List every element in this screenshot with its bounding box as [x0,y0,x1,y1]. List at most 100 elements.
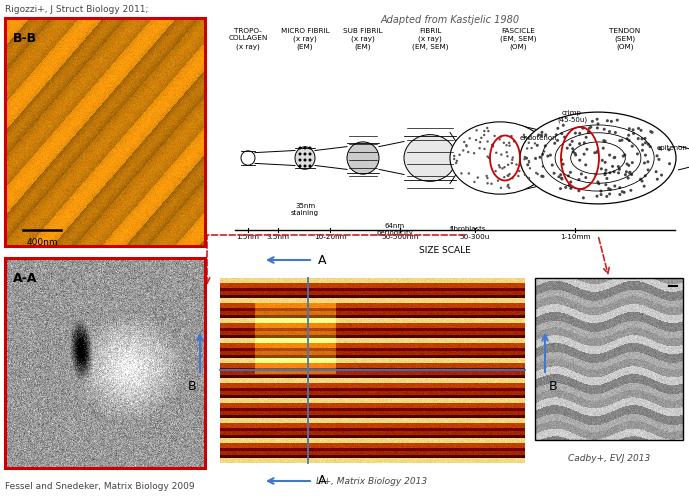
Circle shape [604,168,608,171]
Circle shape [608,130,611,133]
Text: TROPO-
COLLAGEN
(x ray): TROPO- COLLAGEN (x ray) [228,28,268,50]
Circle shape [546,155,549,158]
Circle shape [507,174,510,177]
Circle shape [597,182,600,185]
Circle shape [655,170,657,173]
Text: MICRO FIBRIL
(x ray)
(EM): MICRO FIBRIL (x ray) (EM) [280,28,329,50]
Circle shape [629,189,633,192]
Circle shape [646,160,649,164]
Circle shape [544,145,547,148]
Circle shape [572,151,575,154]
Circle shape [497,164,500,166]
Circle shape [455,162,457,164]
Text: crimp
(45-50u): crimp (45-50u) [557,109,587,123]
Text: 10-20nm: 10-20nm [313,234,347,240]
Circle shape [563,136,566,139]
Circle shape [500,154,502,156]
Circle shape [637,127,640,130]
Circle shape [511,135,513,137]
Circle shape [528,160,530,162]
Circle shape [555,133,558,136]
Circle shape [309,147,311,150]
Circle shape [511,159,513,161]
Circle shape [613,156,616,159]
Circle shape [518,170,520,172]
Text: 3.5nm: 3.5nm [267,234,289,240]
Circle shape [591,120,594,123]
Text: A: A [318,253,327,266]
Circle shape [621,190,624,193]
Circle shape [621,155,625,158]
Circle shape [599,189,602,192]
Text: Li+, Matrix Biology 2013: Li+, Matrix Biology 2013 [316,477,428,486]
Ellipse shape [404,135,456,181]
Circle shape [630,173,633,176]
Circle shape [463,141,466,143]
Circle shape [541,153,544,156]
Circle shape [453,155,455,157]
Circle shape [656,178,659,181]
Text: B: B [548,380,557,393]
Circle shape [632,128,635,131]
Bar [5,258,205,468]
Circle shape [584,164,587,166]
Circle shape [630,145,634,148]
Circle shape [601,159,604,162]
Circle shape [542,175,544,178]
Circle shape [505,144,508,147]
Circle shape [542,166,544,167]
Circle shape [491,182,493,185]
Circle shape [484,148,486,150]
Circle shape [502,167,504,169]
Circle shape [549,154,552,157]
Circle shape [595,118,599,121]
Circle shape [626,137,628,140]
Circle shape [517,175,520,177]
Circle shape [511,157,514,159]
Circle shape [508,145,511,147]
Circle shape [506,151,508,154]
Text: SUB FIBRIL
(x ray)
(EM): SUB FIBRIL (x ray) (EM) [343,28,383,50]
Circle shape [508,173,511,175]
Text: endotenon: endotenon [520,135,557,141]
Text: TENDON
(SEM)
(OM): TENDON (SEM) (OM) [609,28,641,50]
Circle shape [643,185,646,188]
Circle shape [526,147,528,150]
Circle shape [528,161,531,164]
Circle shape [495,170,497,172]
Circle shape [303,165,307,167]
Circle shape [557,175,560,178]
Circle shape [562,124,565,127]
Bar [215,10,685,258]
Circle shape [475,139,477,141]
Text: Rigozzi+, J Struct Biology 2011;: Rigozzi+, J Struct Biology 2011; [5,5,148,14]
Circle shape [528,137,530,139]
Circle shape [524,173,526,176]
Circle shape [535,171,537,174]
Circle shape [578,142,581,145]
Circle shape [534,157,537,160]
Circle shape [556,139,559,142]
Circle shape [589,126,593,129]
Circle shape [574,132,577,135]
Circle shape [644,141,647,144]
Circle shape [500,186,502,189]
Circle shape [486,127,489,129]
Circle shape [641,143,644,146]
Circle shape [507,183,509,186]
Circle shape [647,143,650,146]
Circle shape [582,196,585,199]
Circle shape [577,189,580,192]
Circle shape [480,137,482,139]
Circle shape [524,136,526,139]
Circle shape [616,119,619,122]
Circle shape [650,131,654,134]
Ellipse shape [520,112,676,204]
Circle shape [564,186,567,189]
Circle shape [584,136,588,139]
Circle shape [611,165,614,168]
Circle shape [582,127,584,130]
Circle shape [596,126,599,129]
Text: 1-10mm: 1-10mm [559,234,590,240]
Circle shape [486,182,489,184]
